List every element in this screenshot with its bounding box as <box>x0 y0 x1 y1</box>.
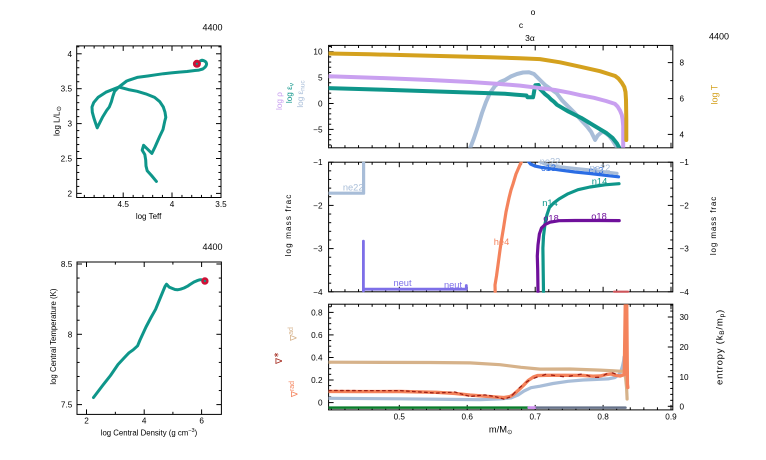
svg-text:8: 8 <box>68 330 73 339</box>
svg-text:0.9: 0.9 <box>665 412 677 421</box>
svg-text:0: 0 <box>318 399 323 408</box>
svg-text:2: 2 <box>67 189 72 198</box>
svg-text:0: 0 <box>318 100 323 109</box>
svg-text:∇rad: ∇rad <box>289 381 300 398</box>
svg-text:log mass frac: log mass frac <box>284 194 293 257</box>
svg-text:∇∗: ∇∗ <box>274 352 285 365</box>
svg-text:4: 4 <box>170 200 175 209</box>
svg-text:−4: −4 <box>680 288 690 297</box>
svg-text:−2: −2 <box>313 201 323 210</box>
svg-text:0.4: 0.4 <box>311 354 323 363</box>
svg-text:−2: −2 <box>680 201 690 210</box>
svg-text:m/M⊙: m/M⊙ <box>489 425 513 437</box>
svg-text:0: 0 <box>680 402 685 411</box>
svg-text:log ρ: log ρ <box>275 92 284 110</box>
svg-text:0.7: 0.7 <box>530 412 542 421</box>
svg-text:−5: −5 <box>313 125 323 134</box>
svg-text:30: 30 <box>680 313 690 322</box>
svg-text:10: 10 <box>313 48 323 57</box>
svg-text:log mass frac: log mass frac <box>709 196 718 255</box>
svg-text:o18: o18 <box>543 214 559 224</box>
svg-text:0.8: 0.8 <box>597 412 609 421</box>
svg-text:log Teff: log Teff <box>136 212 162 221</box>
svg-text:4: 4 <box>142 416 147 425</box>
svg-text:0.6: 0.6 <box>462 412 474 421</box>
svg-text:o18: o18 <box>591 212 607 222</box>
svg-text:0.2: 0.2 <box>311 376 323 385</box>
svg-text:he4: he4 <box>494 237 510 247</box>
svg-text:log εnuc: log εnuc <box>296 80 307 108</box>
svg-text:8: 8 <box>680 59 685 68</box>
svg-text:entropy (kB/mp): entropy (kB/mp) <box>715 309 727 385</box>
svg-text:4400: 4400 <box>202 242 222 252</box>
svg-text:neut: neut <box>393 278 412 288</box>
svg-text:3.5: 3.5 <box>215 200 227 209</box>
svg-text:3.5: 3.5 <box>61 85 73 94</box>
svg-text:20: 20 <box>680 343 690 352</box>
svg-text:0.8: 0.8 <box>311 308 323 317</box>
svg-text:∇ad: ∇ad <box>288 327 299 342</box>
svg-text:n14: n14 <box>592 177 608 187</box>
svg-text:log T: log T <box>710 84 720 104</box>
svg-text:4400: 4400 <box>202 23 222 33</box>
svg-text:log Central Temperature (K): log Central Temperature (K) <box>49 288 58 384</box>
svg-text:ne22: ne22 <box>343 182 364 192</box>
svg-text:−3: −3 <box>313 245 323 254</box>
svg-text:5: 5 <box>318 74 323 83</box>
svg-text:−1: −1 <box>313 158 323 167</box>
svg-text:0.6: 0.6 <box>311 331 323 340</box>
svg-text:7.5: 7.5 <box>61 401 73 410</box>
svg-text:c13: c13 <box>541 163 556 173</box>
svg-text:4: 4 <box>680 130 685 139</box>
svg-text:10: 10 <box>680 373 690 382</box>
svg-text:ne22: ne22 <box>540 157 561 167</box>
svg-text:−1: −1 <box>680 158 690 167</box>
svg-text:log εν: log εν <box>285 83 296 103</box>
svg-text:4400: 4400 <box>709 31 729 41</box>
svg-text:ne22: ne22 <box>590 163 611 173</box>
svg-text:c: c <box>519 20 524 30</box>
svg-text:0.5: 0.5 <box>394 412 406 421</box>
svg-text:2.5: 2.5 <box>61 155 73 164</box>
svg-text:6: 6 <box>680 95 685 104</box>
svg-text:6: 6 <box>199 416 204 425</box>
svg-text:3α: 3α <box>525 33 535 43</box>
svg-text:c13: c13 <box>589 166 604 176</box>
svg-text:n14: n14 <box>542 198 558 208</box>
svg-text:neut: neut <box>444 280 463 290</box>
svg-text:2: 2 <box>84 416 89 425</box>
svg-text:−4: −4 <box>313 288 323 297</box>
svg-text:log Central Density (g cm−3): log Central Density (g cm−3) <box>101 428 198 438</box>
svg-text:3: 3 <box>67 120 72 129</box>
svg-text:4.5: 4.5 <box>118 200 130 209</box>
svg-text:4: 4 <box>67 50 72 59</box>
svg-text:8.5: 8.5 <box>61 260 73 269</box>
svg-text:−3: −3 <box>680 245 690 254</box>
svg-text:o: o <box>531 7 536 17</box>
svg-text:log L/L⊙: log L/L⊙ <box>53 105 64 136</box>
